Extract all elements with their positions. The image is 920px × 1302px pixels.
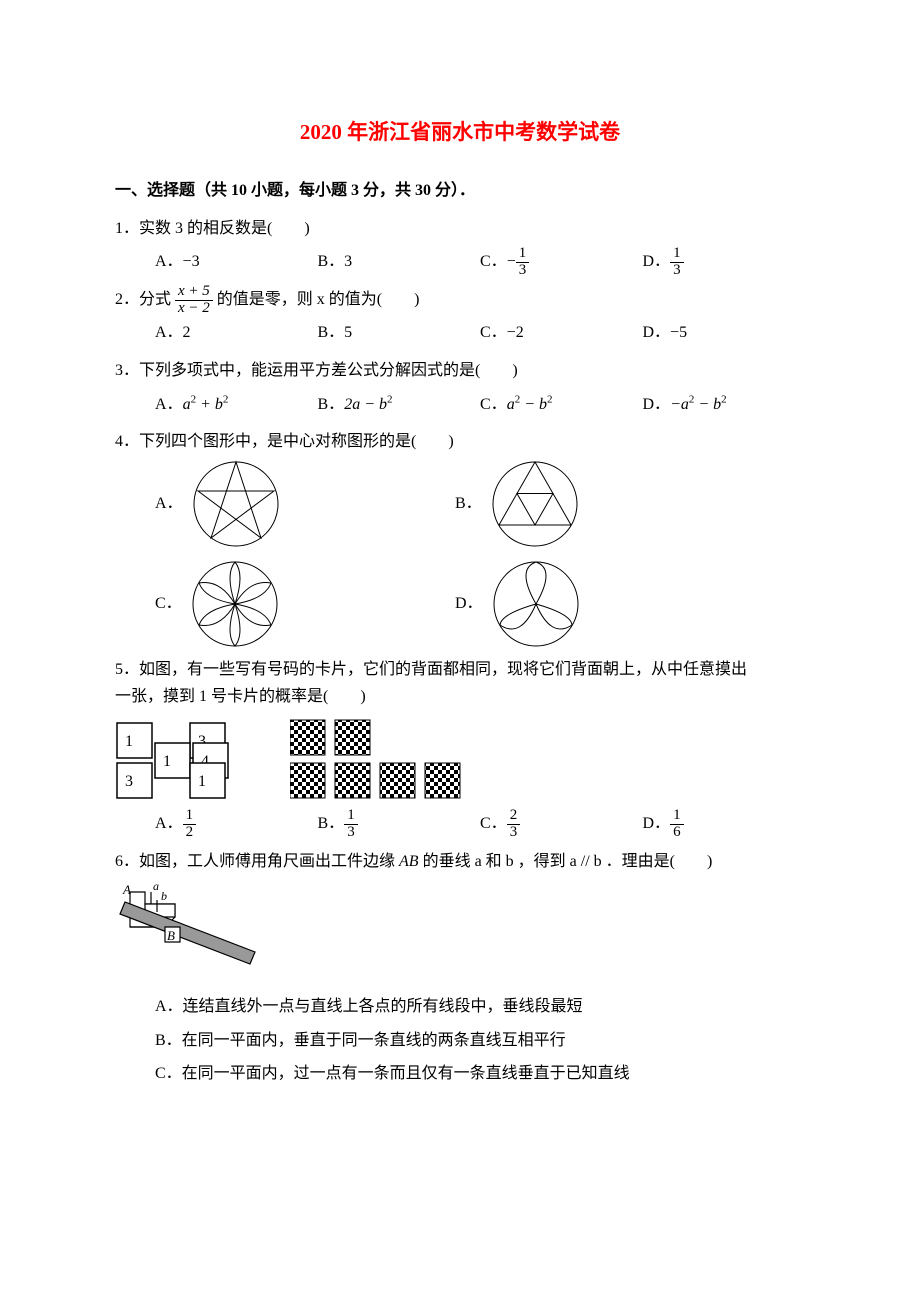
q1-opt-d: D．13 <box>643 245 806 279</box>
q4-cell-d: D． <box>455 559 581 649</box>
q6-label-B: B <box>167 928 175 943</box>
three-arc-icon <box>491 559 581 649</box>
q1c-label: C． <box>480 253 507 270</box>
cards-back-icon <box>290 718 470 803</box>
q6-mid: 的垂线 a 和 b ，得到 a // b ．理由是( ) <box>419 853 713 870</box>
q3-opt-d: D．−a2 − b2 <box>643 388 806 422</box>
q4-cell-c: C． <box>155 559 455 649</box>
q6-pre: 6．如图，工人师傅用角尺画出工件边缘 <box>115 853 399 870</box>
q4-label-b: B． <box>455 487 482 521</box>
q2-stem: 2．分式 x + 5x − 2 的值是零，则 x 的值为( ) <box>115 283 805 317</box>
q2-opt-b: B．5 <box>318 316 481 350</box>
q5-figure: 1 3 1 4 3 1 <box>115 718 805 803</box>
q6-ab: AB <box>399 853 419 870</box>
q1c-frac: 13 <box>516 246 530 279</box>
q4-row1: A． B． <box>115 459 805 549</box>
q6-stem: 6．如图，工人师傅用角尺画出工件边缘 AB 的垂线 a 和 b ，得到 a //… <box>115 845 805 879</box>
q1-opt-b: B．3 <box>318 245 481 279</box>
square-ruler-icon: A B a b <box>115 882 265 982</box>
exam-page: 2020 年浙江省丽水市中考数学试卷 一、选择题（共 10 小题，每小题 3 分… <box>0 0 920 1302</box>
q4-label-c: C． <box>155 587 182 621</box>
triangle-in-circle-icon <box>490 459 580 549</box>
q1d-frac: 13 <box>670 246 684 279</box>
card-1c: 1 <box>198 773 206 790</box>
q4-cell-b: B． <box>455 459 580 549</box>
q2-pre: 2．分式 <box>115 291 175 308</box>
q2-options: A．2 B．5 C．−2 D．−5 <box>115 316 805 350</box>
card-1: 1 <box>125 733 133 750</box>
q2-opt-d: D．−5 <box>643 316 806 350</box>
pentagram-icon <box>191 459 281 549</box>
q3-opt-c: C．a2 − b2 <box>480 388 643 422</box>
q6-opt-a: A．连结直线外一点与直线上各点的所有线段中，垂线段最短 <box>115 990 805 1024</box>
q3-options: A．a2 + b2 B．2a − b2 C．a2 − b2 D．−a2 − b2 <box>115 388 805 422</box>
card-1b: 1 <box>163 753 171 770</box>
q4-label-d: D． <box>455 587 483 621</box>
q6-label-a: a <box>153 882 159 893</box>
q3-stem: 3．下列多项式中，能运用平方差公式分解因式的是( ) <box>115 354 805 388</box>
q1-options: A．−3 B．3 C．−13 D．13 <box>115 245 805 279</box>
q4-label-a: A． <box>155 487 183 521</box>
q4-cell-a: A． <box>155 459 455 549</box>
q4-row2: C． D． <box>115 559 805 649</box>
q1c-neg: − <box>507 253 516 270</box>
q6-label-b: b <box>161 889 167 903</box>
q6-figure: A B a b <box>115 882 805 982</box>
q5-opt-a: A．12 <box>155 807 318 841</box>
q6-label-A: A <box>122 882 131 897</box>
page-title: 2020 年浙江省丽水市中考数学试卷 <box>115 110 805 154</box>
q5-options: A．12 B．13 C．23 D．16 <box>115 807 805 841</box>
q5-opt-d: D．16 <box>643 807 806 841</box>
q3-opt-a: A．a2 + b2 <box>155 388 318 422</box>
q2-frac: x + 5x − 2 <box>175 284 213 317</box>
cards-front-icon: 1 3 1 4 3 1 <box>115 718 260 803</box>
q5-opt-b: B．13 <box>318 807 481 841</box>
six-petal-icon <box>190 559 280 649</box>
q3-opt-b: B．2a − b2 <box>318 388 481 422</box>
q2-opt-a: A．2 <box>155 316 318 350</box>
q2-opt-c: C．−2 <box>480 316 643 350</box>
section-heading: 一、选择题（共 10 小题，每小题 3 分，共 30 分）． <box>115 174 805 208</box>
q6-opt-c: C．在同一平面内，过一点有一条而且仅有一条直线垂直于已知直线 <box>115 1057 805 1091</box>
q1-opt-a: A．−3 <box>155 245 318 279</box>
q1-opt-c: C．−13 <box>480 245 643 279</box>
q1d-label: D． <box>643 253 671 270</box>
q4-stem: 4．下列四个图形中，是中心对称图形的是( ) <box>115 425 805 459</box>
card-3b: 3 <box>125 773 133 790</box>
q1-stem: 1．实数 3 的相反数是( ) <box>115 212 805 246</box>
q2-post: 的值是零，则 x 的值为( ) <box>213 291 420 308</box>
q5-opt-c: C．23 <box>480 807 643 841</box>
q6-opt-b: B．在同一平面内，垂直于同一条直线的两条直线互相平行 <box>115 1024 805 1058</box>
